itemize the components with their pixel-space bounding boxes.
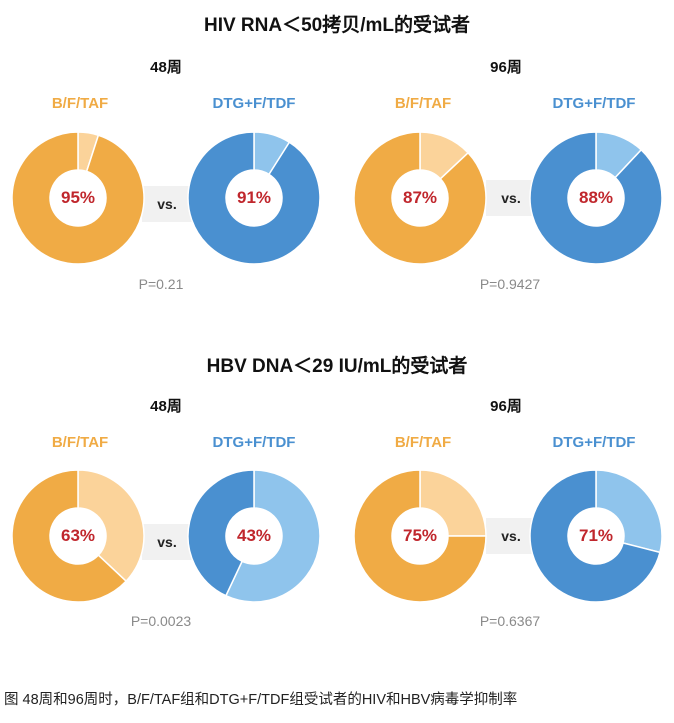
week-label: 48周 bbox=[150, 59, 182, 76]
donut-slice-remainder bbox=[595, 469, 663, 554]
legend-b-f-taf: B/F/TAF bbox=[51, 95, 109, 112]
percent-label: 91% bbox=[236, 188, 272, 207]
donut-hole bbox=[226, 508, 282, 564]
donut-chart: 63% bbox=[10, 468, 146, 604]
donut-chart: 75% bbox=[352, 468, 488, 604]
donut-hole bbox=[568, 508, 624, 564]
hbv-section-title: HBV DNA＜29 IU/mL的受试者 bbox=[206, 356, 468, 377]
p-value: P=0.6367 bbox=[479, 613, 541, 629]
donut-hole bbox=[50, 508, 106, 564]
legend-b-f-taf: B/F/TAF bbox=[51, 434, 109, 451]
donut-hole bbox=[392, 170, 448, 226]
legend-dtg-f-tdf: DTG+F/TDF bbox=[552, 95, 636, 112]
percent-label: 75% bbox=[402, 526, 438, 545]
donut-chart: 95% bbox=[10, 130, 146, 266]
donut-hole bbox=[392, 508, 448, 564]
p-value: P=0.21 bbox=[138, 276, 184, 292]
week-label: 48周 bbox=[150, 398, 182, 415]
donut-hole bbox=[568, 170, 624, 226]
legend-dtg-f-tdf: DTG+F/TDF bbox=[552, 434, 636, 451]
vs-label: vs. bbox=[142, 186, 192, 222]
donut-chart: 71% bbox=[528, 468, 664, 604]
percent-label: 88% bbox=[578, 188, 614, 207]
donut-chart: 91% bbox=[186, 130, 322, 266]
vs-label: vs. bbox=[486, 518, 536, 554]
percent-label: 43% bbox=[236, 526, 272, 545]
vs-label: vs. bbox=[486, 180, 536, 216]
donut-chart: 43% bbox=[186, 468, 322, 604]
vs-label: vs. bbox=[142, 524, 192, 560]
week-label: 96周 bbox=[490, 59, 522, 76]
legend-b-f-taf: B/F/TAF bbox=[394, 95, 452, 112]
donut-chart: 88% bbox=[528, 130, 664, 266]
legend-b-f-taf: B/F/TAF bbox=[394, 434, 452, 451]
figure-caption: 图 48周和96周时，B/F/TAF组和DTG+F/TDF组受试者的HIV和HB… bbox=[4, 692, 518, 708]
percent-label: 71% bbox=[578, 526, 614, 545]
donut-chart: 87% bbox=[352, 130, 488, 266]
legend-dtg-f-tdf: DTG+F/TDF bbox=[212, 434, 296, 451]
p-value: P=0.0023 bbox=[130, 613, 192, 629]
donut-hole bbox=[50, 170, 106, 226]
percent-label: 63% bbox=[60, 526, 96, 545]
hiv-section-title: HIV RNA＜50拷贝/mL的受试者 bbox=[203, 15, 471, 36]
week-label: 96周 bbox=[490, 398, 522, 415]
percent-label: 87% bbox=[402, 188, 438, 207]
p-value: P=0.9427 bbox=[479, 276, 541, 292]
legend-dtg-f-tdf: DTG+F/TDF bbox=[212, 95, 296, 112]
donut-hole bbox=[226, 170, 282, 226]
percent-label: 95% bbox=[60, 188, 96, 207]
